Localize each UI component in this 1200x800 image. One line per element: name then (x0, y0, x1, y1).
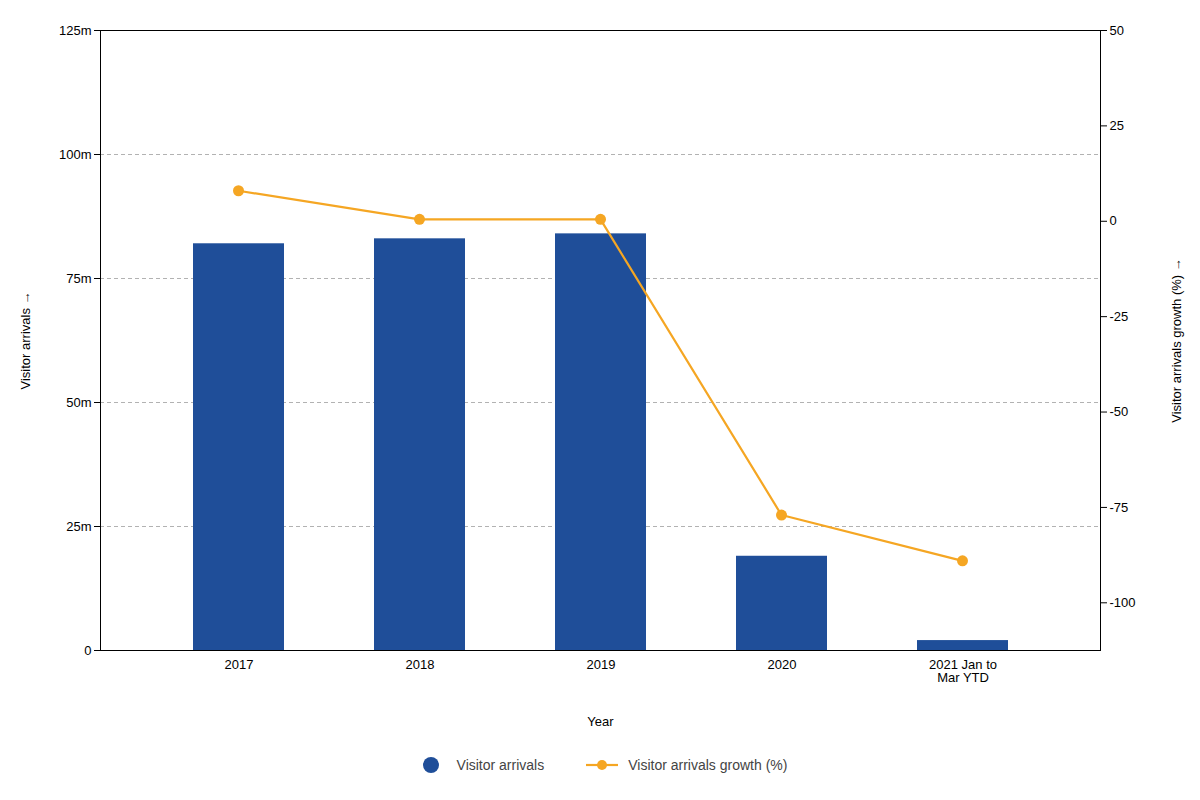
svg-text:0: 0 (84, 643, 91, 658)
svg-text:Visitor arrivals →: Visitor arrivals → (18, 291, 33, 389)
svg-text:-25: -25 (1110, 309, 1129, 324)
svg-text:25m: 25m (66, 519, 91, 534)
svg-text:Year: Year (587, 714, 614, 729)
svg-text:50: 50 (1110, 23, 1124, 38)
svg-text:2021 Jan toMar YTD: 2021 Jan toMar YTD (929, 657, 997, 685)
svg-text:-75: -75 (1110, 500, 1129, 515)
svg-text:2018: 2018 (406, 657, 435, 672)
svg-text:75m: 75m (66, 271, 91, 286)
svg-text:-50: -50 (1110, 404, 1129, 419)
svg-text:2017: 2017 (225, 657, 254, 672)
svg-text:125m: 125m (59, 23, 92, 38)
svg-text:0: 0 (1110, 213, 1117, 228)
svg-text:50m: 50m (66, 395, 91, 410)
html-text:Visitor arrivals: Visitor arrivals (456, 757, 545, 773)
svg-text:2019: 2019 (587, 657, 616, 672)
svg-text:25: 25 (1110, 118, 1124, 133)
svg-text:2020: 2020 (768, 657, 797, 672)
svg-text:-100: -100 (1110, 595, 1136, 610)
svg-text:Visitor arrivals growth (%) →: Visitor arrivals growth (%) → (1169, 258, 1184, 422)
html-text:Visitor arrivals growth (%): Visitor arrivals growth (%) (628, 757, 788, 773)
svg-text:100m: 100m (59, 147, 92, 162)
